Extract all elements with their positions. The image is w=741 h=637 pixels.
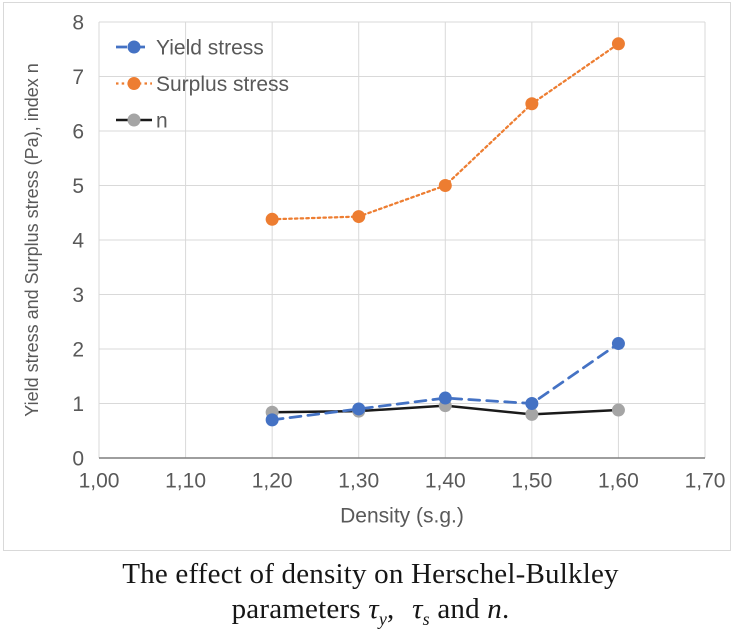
y-tick-label: 2 — [72, 339, 84, 362]
data-marker-surplus-stress — [611, 37, 625, 51]
y-tick-label: 0 — [72, 448, 84, 471]
y-tick-label: 7 — [72, 66, 84, 89]
y-axis-title: Yield stress and Surplus stress (Pa), in… — [22, 63, 42, 417]
y-tick-label: 4 — [72, 230, 84, 253]
chart-svg: 0 1 2 3 4 5 6 7 8 1,00 1,10 1,20 1,30 1,40 1,50 1,60 1,7… — [3, 2, 731, 551]
caption-and-word: and — [437, 593, 480, 625]
x-tick-label: 1,40 — [425, 470, 466, 493]
caption-n-word: n. — [487, 593, 509, 625]
caption-tau-s: τs — [412, 593, 430, 628]
tau-symbol: τ — [368, 593, 379, 625]
series-line-yield-stress — [270, 342, 620, 422]
data-marker-yield-stress — [611, 337, 625, 351]
y-tick-label: 8 — [72, 12, 84, 35]
data-marker-n — [611, 403, 625, 417]
x-tick-label: 1,60 — [598, 470, 639, 493]
caption-parameters-word: parameters — [231, 593, 361, 625]
tau-subscript-s: s — [422, 608, 430, 629]
x-tick-label: 1,00 — [79, 470, 120, 493]
legend-marker — [127, 77, 141, 90]
x-tick-label: 1,30 — [338, 470, 379, 493]
x-tick-label: 1,10 — [165, 470, 206, 493]
data-marker-yield-stress — [525, 397, 539, 410]
data-marker-yield-stress — [352, 402, 366, 416]
legend-label: Yield stress — [156, 37, 264, 60]
x-tick-label: 1,20 — [252, 470, 293, 493]
legend-marker — [127, 113, 141, 127]
caption-tau-y: τy, — [368, 593, 395, 628]
y-tick-label: 1 — [72, 393, 84, 416]
x-tick-label: 1,70 — [685, 470, 726, 493]
legend-label: n — [156, 110, 168, 133]
data-marker-yield-stress — [438, 391, 452, 405]
legend-marker — [127, 40, 141, 54]
caption-period: . — [501, 593, 510, 625]
data-marker-n — [525, 407, 539, 421]
data-marker-surplus-stress — [265, 212, 279, 226]
x-tick-label: 1,50 — [511, 470, 552, 493]
figure-caption: The effect of density on Herschel-Bulkle… — [0, 552, 741, 628]
data-marker-surplus-stress — [438, 179, 452, 192]
x-axis-title: Density (s.g.) — [340, 505, 464, 528]
data-marker-surplus-stress — [352, 210, 366, 224]
chart-frame — [3, 2, 731, 551]
caption-comma: , — [387, 593, 395, 625]
y-tick-label: 5 — [72, 175, 84, 198]
y-tick-label: 3 — [72, 284, 84, 307]
y-tick-label: 6 — [72, 121, 84, 144]
n-symbol: n — [487, 593, 502, 625]
caption-line-1: The effect of density on Herschel-Bulkle… — [122, 558, 619, 590]
data-marker-yield-stress — [265, 413, 279, 427]
data-marker-surplus-stress — [525, 97, 539, 111]
caption-line-2: parameters τy, τs and n. — [0, 591, 741, 628]
tau-subscript-y: y — [378, 608, 388, 629]
tau-symbol-2: τ — [412, 593, 423, 625]
legend-label: Surplus stress — [156, 73, 289, 96]
